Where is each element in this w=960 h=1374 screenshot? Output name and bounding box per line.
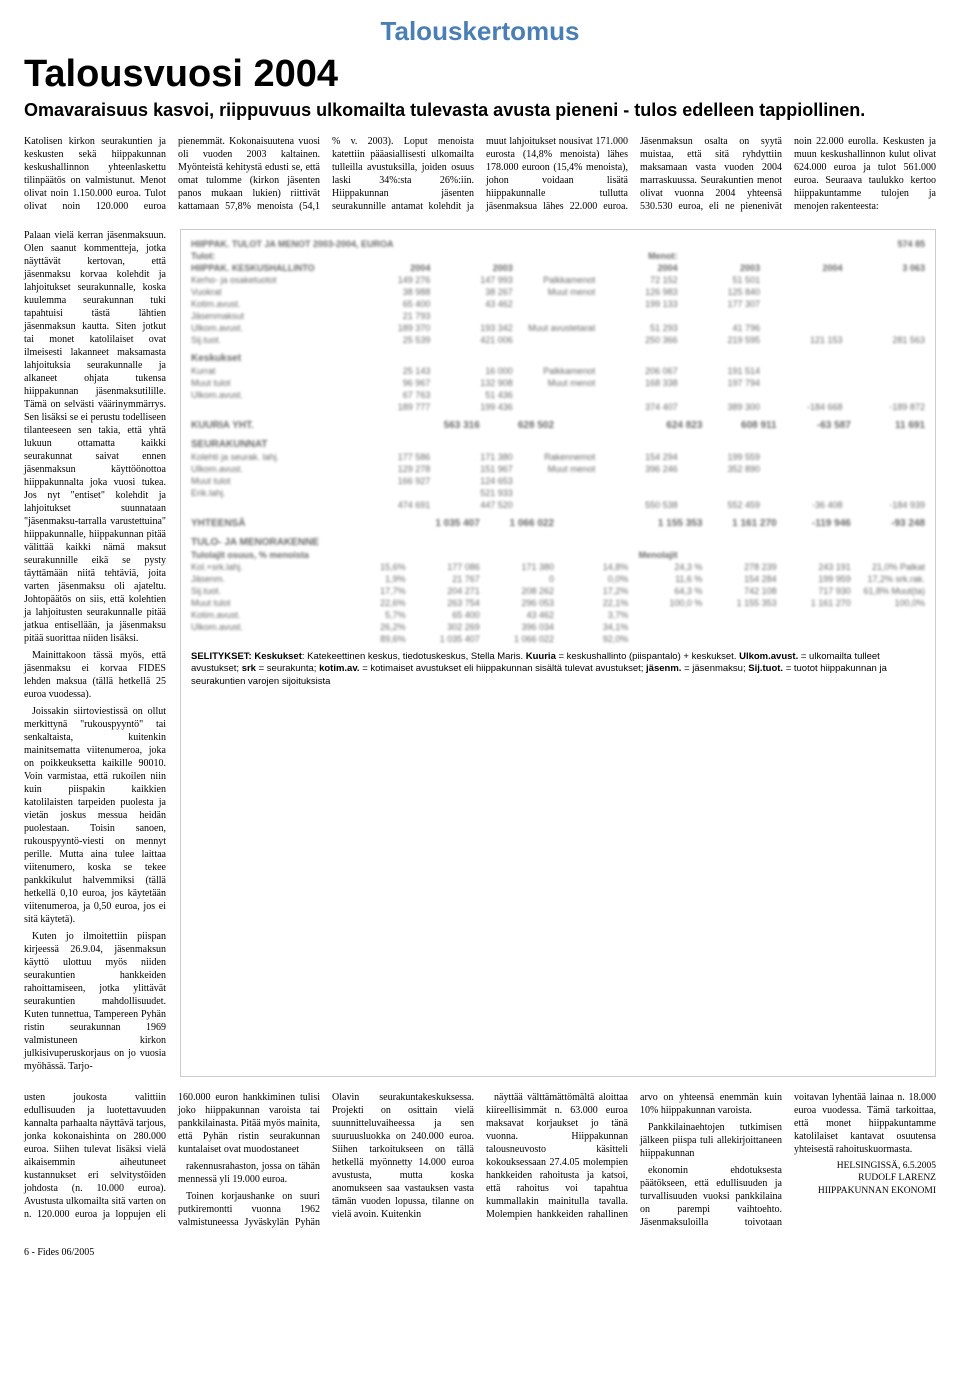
- side-paragraph: Joissakin siirtoviestissä on ollut merki…: [24, 705, 166, 926]
- mid-row: Palaan vielä kerran jäsenmaksuun. Olen s…: [24, 229, 936, 1077]
- page-footer: 6 - Fides 06/2005: [24, 1247, 936, 1258]
- table-caption: SELITYKSET: Keskukset: Katekeettinen kes…: [191, 651, 925, 688]
- subtitle: Omavaraisuus kasvoi, riippuvuus ulkomail…: [24, 100, 936, 121]
- table-contents: HIIPPAK. TULOT JA MENOT 2003-2004, EUROA…: [191, 238, 925, 645]
- top-body: Katolisen kirkon seurakuntien ja keskust…: [24, 135, 936, 213]
- section-label: Talouskertomus: [24, 16, 936, 47]
- bottom-paragraph: Pankkilainaehtojen tutkimisen jälkeen pi…: [640, 1121, 782, 1160]
- side-paragraph: Kuten jo ilmoitettiin piispan kirjeessä …: [24, 930, 166, 1073]
- bottom-body: usten joukosta valittiin edullisuuden ja…: [24, 1091, 936, 1229]
- bottom-paragraph: rakennusrahaston, jossa on tähän menness…: [178, 1160, 320, 1186]
- page-root: Talouskertomus Talousvuosi 2004 Omavarai…: [0, 0, 960, 1266]
- main-title: Talousvuosi 2004: [24, 53, 936, 96]
- signature: HELSINGISSÄ, 6.5.2005RUDOLF LARENZHIIPPA…: [794, 1160, 936, 1197]
- side-paragraph: Mainittakoon tässä myös, että jäsenmaksu…: [24, 649, 166, 701]
- side-paragraph: Palaan vielä kerran jäsenmaksuun. Olen s…: [24, 229, 166, 645]
- financial-table: HIIPPAK. TULOT JA MENOT 2003-2004, EUROA…: [180, 229, 936, 1077]
- side-column: Palaan vielä kerran jäsenmaksuun. Olen s…: [24, 229, 166, 1077]
